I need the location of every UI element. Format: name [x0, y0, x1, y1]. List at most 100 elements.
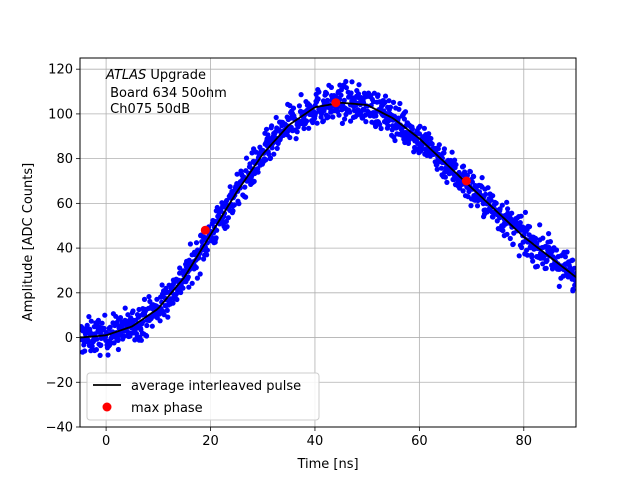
data-point [485, 185, 491, 191]
data-point [363, 119, 369, 125]
data-point [373, 113, 379, 119]
y-tick-label: −40 [46, 421, 73, 436]
data-point [429, 141, 435, 147]
data-point [273, 114, 279, 121]
data-point [251, 178, 257, 184]
data-point [225, 215, 231, 221]
data-point [532, 235, 539, 241]
data-point [266, 151, 272, 157]
data-point [500, 228, 506, 234]
data-point [269, 123, 275, 129]
data-point [98, 342, 104, 348]
data-point [471, 174, 477, 180]
data-point [121, 333, 127, 339]
data-point [141, 296, 148, 302]
legend-label-max-phase: max phase [131, 401, 203, 416]
data-point [562, 254, 569, 260]
data-point [499, 202, 505, 208]
data-point [572, 277, 576, 284]
annotation-atlas: ATLAS [105, 68, 146, 83]
data-point [115, 337, 121, 343]
data-point [274, 145, 280, 151]
data-point [488, 197, 494, 203]
data-point [271, 151, 277, 157]
data-point [556, 283, 562, 289]
data-point [236, 201, 242, 207]
data-point [144, 333, 150, 339]
data-point [389, 127, 395, 133]
data-point [102, 312, 108, 318]
data-point [479, 175, 485, 181]
data-point [397, 100, 403, 107]
data-point [435, 146, 441, 152]
data-point [386, 98, 392, 104]
data-point [146, 294, 152, 300]
data-point [549, 266, 556, 272]
data-point [553, 247, 560, 253]
data-point [242, 184, 248, 190]
data-point [395, 115, 401, 121]
data-point [468, 203, 474, 209]
data-point [421, 125, 427, 131]
data-point [224, 197, 230, 204]
data-point [304, 118, 310, 124]
data-point [441, 146, 447, 152]
data-point [343, 85, 349, 91]
data-point [572, 282, 576, 288]
data-point [164, 307, 170, 313]
data-point [452, 157, 458, 163]
data-point [267, 155, 274, 161]
data-point [347, 109, 353, 115]
x-tick-label: 80 [516, 434, 533, 449]
data-point [392, 137, 398, 144]
data-point [517, 220, 523, 226]
x-axis-label: Time [ns] [296, 457, 358, 472]
data-point [534, 263, 541, 269]
data-point [263, 126, 270, 132]
data-point [516, 253, 522, 259]
data-point [524, 252, 531, 258]
data-point [99, 320, 105, 326]
data-point [428, 135, 434, 142]
data-point [174, 296, 180, 303]
data-point [117, 315, 124, 321]
data-point [301, 125, 307, 132]
data-point [187, 241, 193, 247]
data-point [224, 224, 230, 230]
data-point [88, 318, 94, 324]
data-point [509, 210, 515, 216]
data-point [97, 352, 103, 358]
max-phase-layer [200, 98, 471, 235]
data-point [157, 318, 163, 324]
data-point [401, 116, 407, 122]
data-point [94, 336, 100, 342]
legend-label-average: average interleaved pulse [131, 379, 301, 394]
x-tick-label: 20 [202, 434, 219, 449]
tick-layer: 0 20 40 60 80 −40 −20 0 20 40 60 80 100 120 [46, 63, 533, 449]
data-point [165, 314, 171, 320]
data-point [453, 162, 459, 168]
x-tick-label: 40 [307, 434, 324, 449]
data-point [213, 235, 219, 241]
data-point [231, 202, 237, 208]
y-tick-label: 80 [56, 152, 73, 167]
data-point [505, 206, 511, 212]
data-point [504, 231, 510, 237]
data-point [328, 84, 334, 90]
y-tick-label: 20 [56, 286, 73, 301]
data-point [460, 163, 467, 169]
data-point [199, 239, 205, 245]
data-point [122, 305, 128, 311]
data-point [442, 174, 448, 180]
max-phase-point [331, 98, 341, 108]
data-point [349, 79, 355, 85]
data-point [382, 93, 389, 99]
data-point [343, 78, 349, 85]
data-point [570, 286, 576, 292]
data-point [546, 231, 552, 237]
data-point [201, 256, 207, 262]
data-point [243, 155, 250, 161]
legend-box [86, 372, 320, 421]
data-point [185, 274, 191, 280]
data-point [234, 171, 240, 177]
